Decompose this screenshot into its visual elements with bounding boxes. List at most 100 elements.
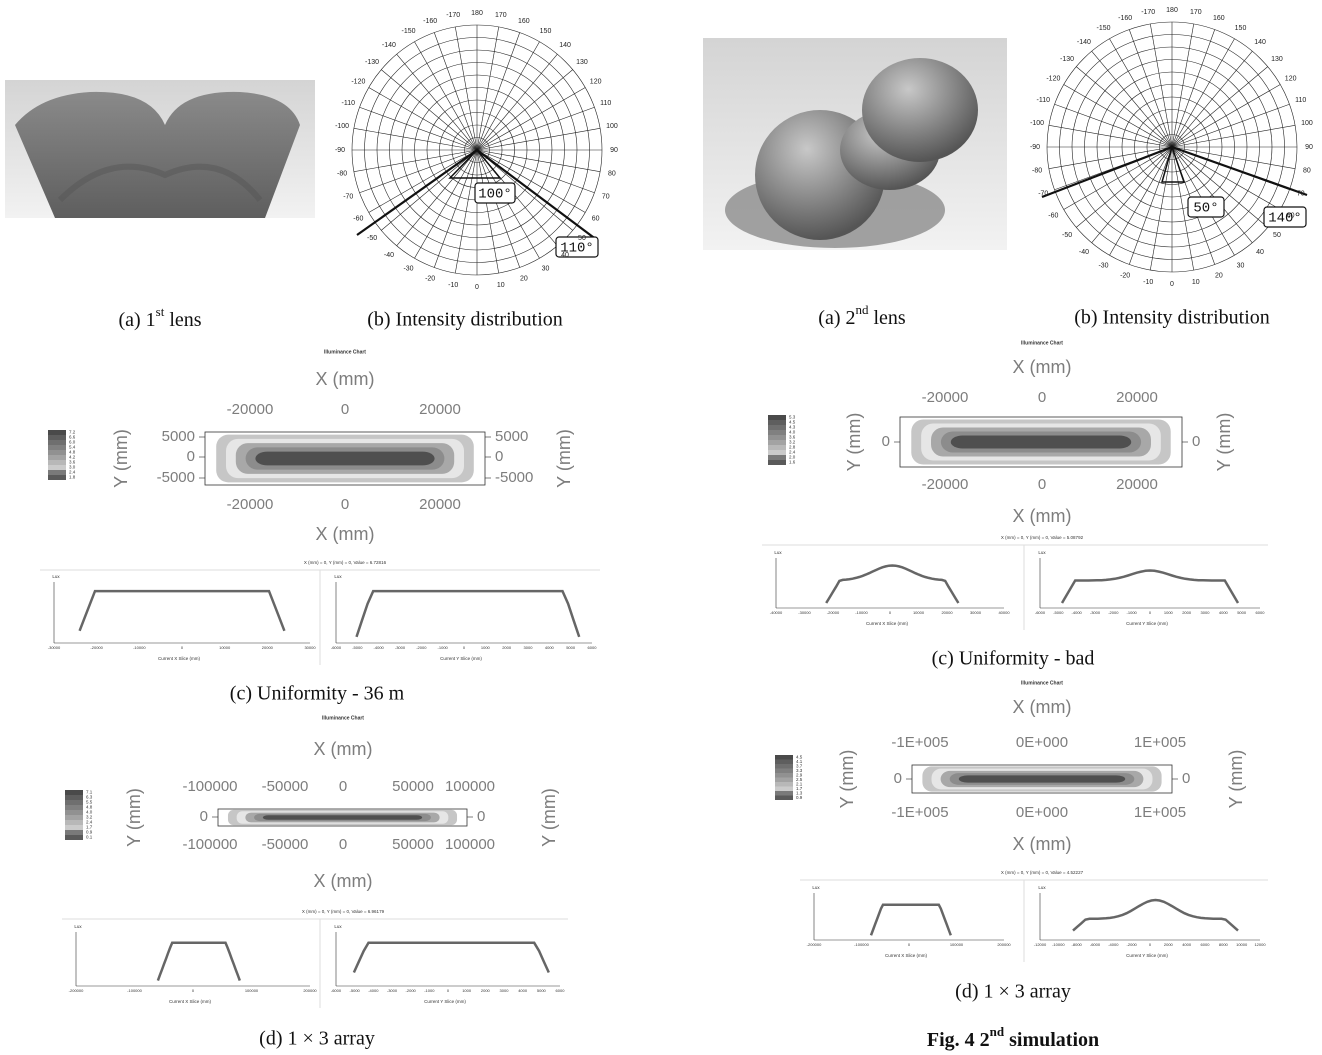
- legend-swatch: [48, 450, 66, 455]
- x-axis-label: X (mm): [1013, 357, 1072, 377]
- slice-tick-label: 0: [889, 610, 892, 615]
- legend-swatch: [65, 820, 83, 825]
- slice-caption: X (mm) = 0, Y (mm) = 0, Value = 6.96179: [302, 909, 385, 914]
- polar-angle-label: 170: [495, 12, 507, 19]
- slice-unit: Lux: [812, 885, 820, 890]
- slice-tick-label: -10000: [133, 645, 146, 650]
- polar-angle-label: 30: [542, 265, 550, 272]
- slice-tick-label: -1000: [438, 645, 449, 650]
- polar-angle-label: -40: [384, 252, 394, 259]
- panel-caption: (c) Uniformity - 36 m: [230, 683, 405, 705]
- intensity-caption: (b) Intensity distribution: [1074, 307, 1270, 329]
- slice-tick-label: -1000: [424, 988, 435, 993]
- slice-tick-label: 0: [447, 988, 450, 993]
- slice-tick-label: -10000: [855, 610, 868, 615]
- slice-tick-label: 4000: [518, 988, 528, 993]
- polar-angle-label: -70: [343, 194, 353, 201]
- y-tick-label: 0: [894, 770, 902, 787]
- panel-caption: (d) 1 × 3 array: [259, 1028, 375, 1050]
- polar-angle-label: 10: [1192, 279, 1200, 286]
- beam-edge: [1042, 147, 1172, 197]
- polar-angle-label: -160: [1118, 15, 1132, 22]
- slice-tick-label: -1000: [1127, 610, 1138, 615]
- slice-curve: [158, 943, 240, 981]
- slice-tick-label: -5000: [352, 645, 363, 650]
- polar-angle-label: -50: [1062, 232, 1072, 239]
- caption-text: lens: [868, 307, 905, 329]
- polar-angle-label: 30: [1237, 262, 1245, 269]
- beam-edge: [357, 150, 477, 235]
- slice-tick-label: 4000: [545, 645, 555, 650]
- polar-angle-label: 130: [576, 59, 588, 66]
- slice-curve: [354, 943, 549, 973]
- slice-tick-label: -3000: [1090, 610, 1101, 615]
- legend-swatch: [48, 455, 66, 460]
- x-tick-label: 0: [1038, 389, 1046, 406]
- polar-angle-label: -30: [1098, 262, 1108, 269]
- slice-tick-label: -40000: [770, 610, 783, 615]
- polar-angle-label: 100: [1301, 120, 1313, 127]
- legend-swatch: [768, 435, 786, 440]
- legend-swatch: [768, 450, 786, 455]
- polar-angle-label: -130: [1060, 56, 1074, 63]
- legend-swatch: [65, 830, 83, 835]
- legend-swatch: [775, 782, 793, 787]
- slice-tick-label: 200000: [997, 942, 1011, 947]
- legend-swatch: [775, 796, 793, 801]
- legend-label: 0.9: [796, 795, 803, 800]
- slice-tick-label: -4000: [1072, 610, 1083, 615]
- x-tick-label: 20000: [419, 496, 461, 513]
- polar-angle-label: 60: [592, 215, 600, 222]
- legend-swatch: [768, 415, 786, 420]
- legend-swatch: [48, 445, 66, 450]
- x-tick-label: 1E+005: [1134, 734, 1186, 751]
- slice-tick-label: -30000: [48, 645, 61, 650]
- slice-tick-label: -20000: [827, 610, 840, 615]
- polar-angle-label: 110: [1295, 97, 1306, 104]
- slice-tick-label: 8000: [1219, 942, 1229, 947]
- polar-angle-label: 90: [610, 147, 618, 154]
- x-axis-label: X (mm): [1013, 834, 1072, 854]
- slice-title: Current Y Slice (mm): [1126, 953, 1168, 958]
- lens-1-image: [5, 80, 315, 218]
- y-axis-label: Y (mm): [539, 788, 559, 847]
- slice-tick-label: -2000: [1127, 942, 1138, 947]
- slice-tick-label: 6000: [1201, 942, 1211, 947]
- slice-tick-label: 100000: [950, 942, 964, 947]
- x-tick-label: 100000: [445, 836, 495, 853]
- legend-swatch: [775, 769, 793, 774]
- caption-text: Fig. 4 2: [927, 1029, 990, 1051]
- slice-tick-label: 6000: [1256, 610, 1266, 615]
- polar-angle-label: 0: [1170, 281, 1174, 288]
- slice-tick-label: 30000: [970, 610, 982, 615]
- legend-swatch: [65, 835, 83, 840]
- polar-angle-label: -130: [365, 59, 379, 66]
- polar-angle-label: 80: [1303, 168, 1311, 175]
- slice-title: Current Y Slice (mm): [440, 656, 482, 661]
- x-tick-label: 0: [341, 496, 349, 513]
- slice-tick-label: -200000: [69, 988, 84, 993]
- y-axis-label: Y (mm): [837, 750, 857, 809]
- polar-angle-label: 180: [1166, 7, 1178, 14]
- polar-angle-label: 140: [1254, 39, 1266, 46]
- x-tick-label: 0: [1038, 476, 1046, 493]
- x-tick-label: 0: [339, 778, 347, 795]
- x-tick-label: -20000: [922, 389, 969, 406]
- polar-angle-label: -100: [1030, 120, 1044, 127]
- slice-tick-label: -3000: [395, 645, 406, 650]
- slice-tick-label: -6000: [331, 645, 342, 650]
- slice-tick-label: -4000: [1108, 942, 1119, 947]
- caption-text: lens: [164, 309, 201, 331]
- slice-tick-label: 5000: [537, 988, 547, 993]
- legend-label: 0.1: [86, 835, 93, 840]
- slice-tick-label: -4000: [374, 645, 385, 650]
- slice-caption: X (mm) = 0, Y (mm) = 0, Value = 6.72816: [304, 560, 387, 565]
- slice-tick-label: 2000: [1164, 942, 1174, 947]
- polar-angle-label: -120: [351, 78, 365, 85]
- legend-swatch: [48, 470, 66, 475]
- polar-angle-label: -150: [1096, 25, 1110, 32]
- legend-swatch: [65, 810, 83, 815]
- figure: -170-160-150-140-130-120-110-100-90-80-7…: [0, 0, 1322, 1055]
- legend-swatch: [768, 420, 786, 425]
- y-tick-label: 0: [1182, 770, 1190, 787]
